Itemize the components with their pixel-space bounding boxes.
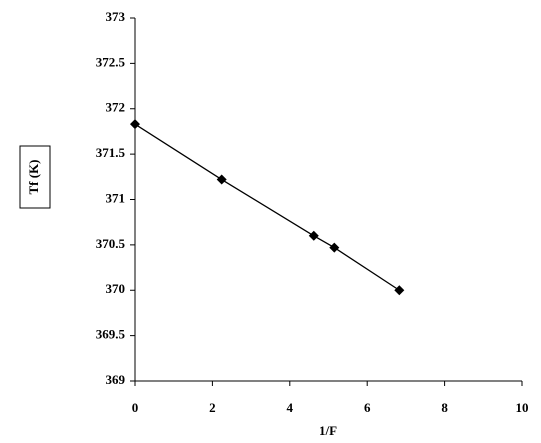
y-tick-label: 370: [106, 281, 126, 296]
x-tick-label: 2: [209, 400, 216, 415]
y-tick-label: 372: [106, 100, 126, 115]
y-label-box: [19, 145, 51, 209]
data-point: [394, 285, 405, 296]
x-tick-label: 0: [132, 400, 139, 415]
data-point: [130, 119, 140, 130]
y-tick-label: 372.5: [96, 54, 126, 69]
y-tick-label: 370.5: [96, 236, 126, 251]
y-tick-label: 369.5: [96, 327, 126, 342]
x-tick-label: 8: [441, 400, 448, 415]
x-tick-label: 10: [516, 400, 529, 415]
y-tick-label: 371.5: [96, 145, 126, 160]
data-point: [216, 174, 227, 185]
y-tick-label: 371: [106, 190, 126, 205]
x-axis-label: 1/F: [319, 423, 337, 438]
x-tick-label: 6: [364, 400, 371, 415]
y-axis-label: Tf (K): [26, 159, 41, 194]
data-point: [308, 230, 319, 241]
data-line: [134, 123, 400, 291]
y-tick-label: 369: [106, 372, 126, 387]
x-tick-label: 4: [287, 400, 294, 415]
data-point: [329, 242, 340, 253]
y-tick-label: 373: [106, 9, 126, 24]
